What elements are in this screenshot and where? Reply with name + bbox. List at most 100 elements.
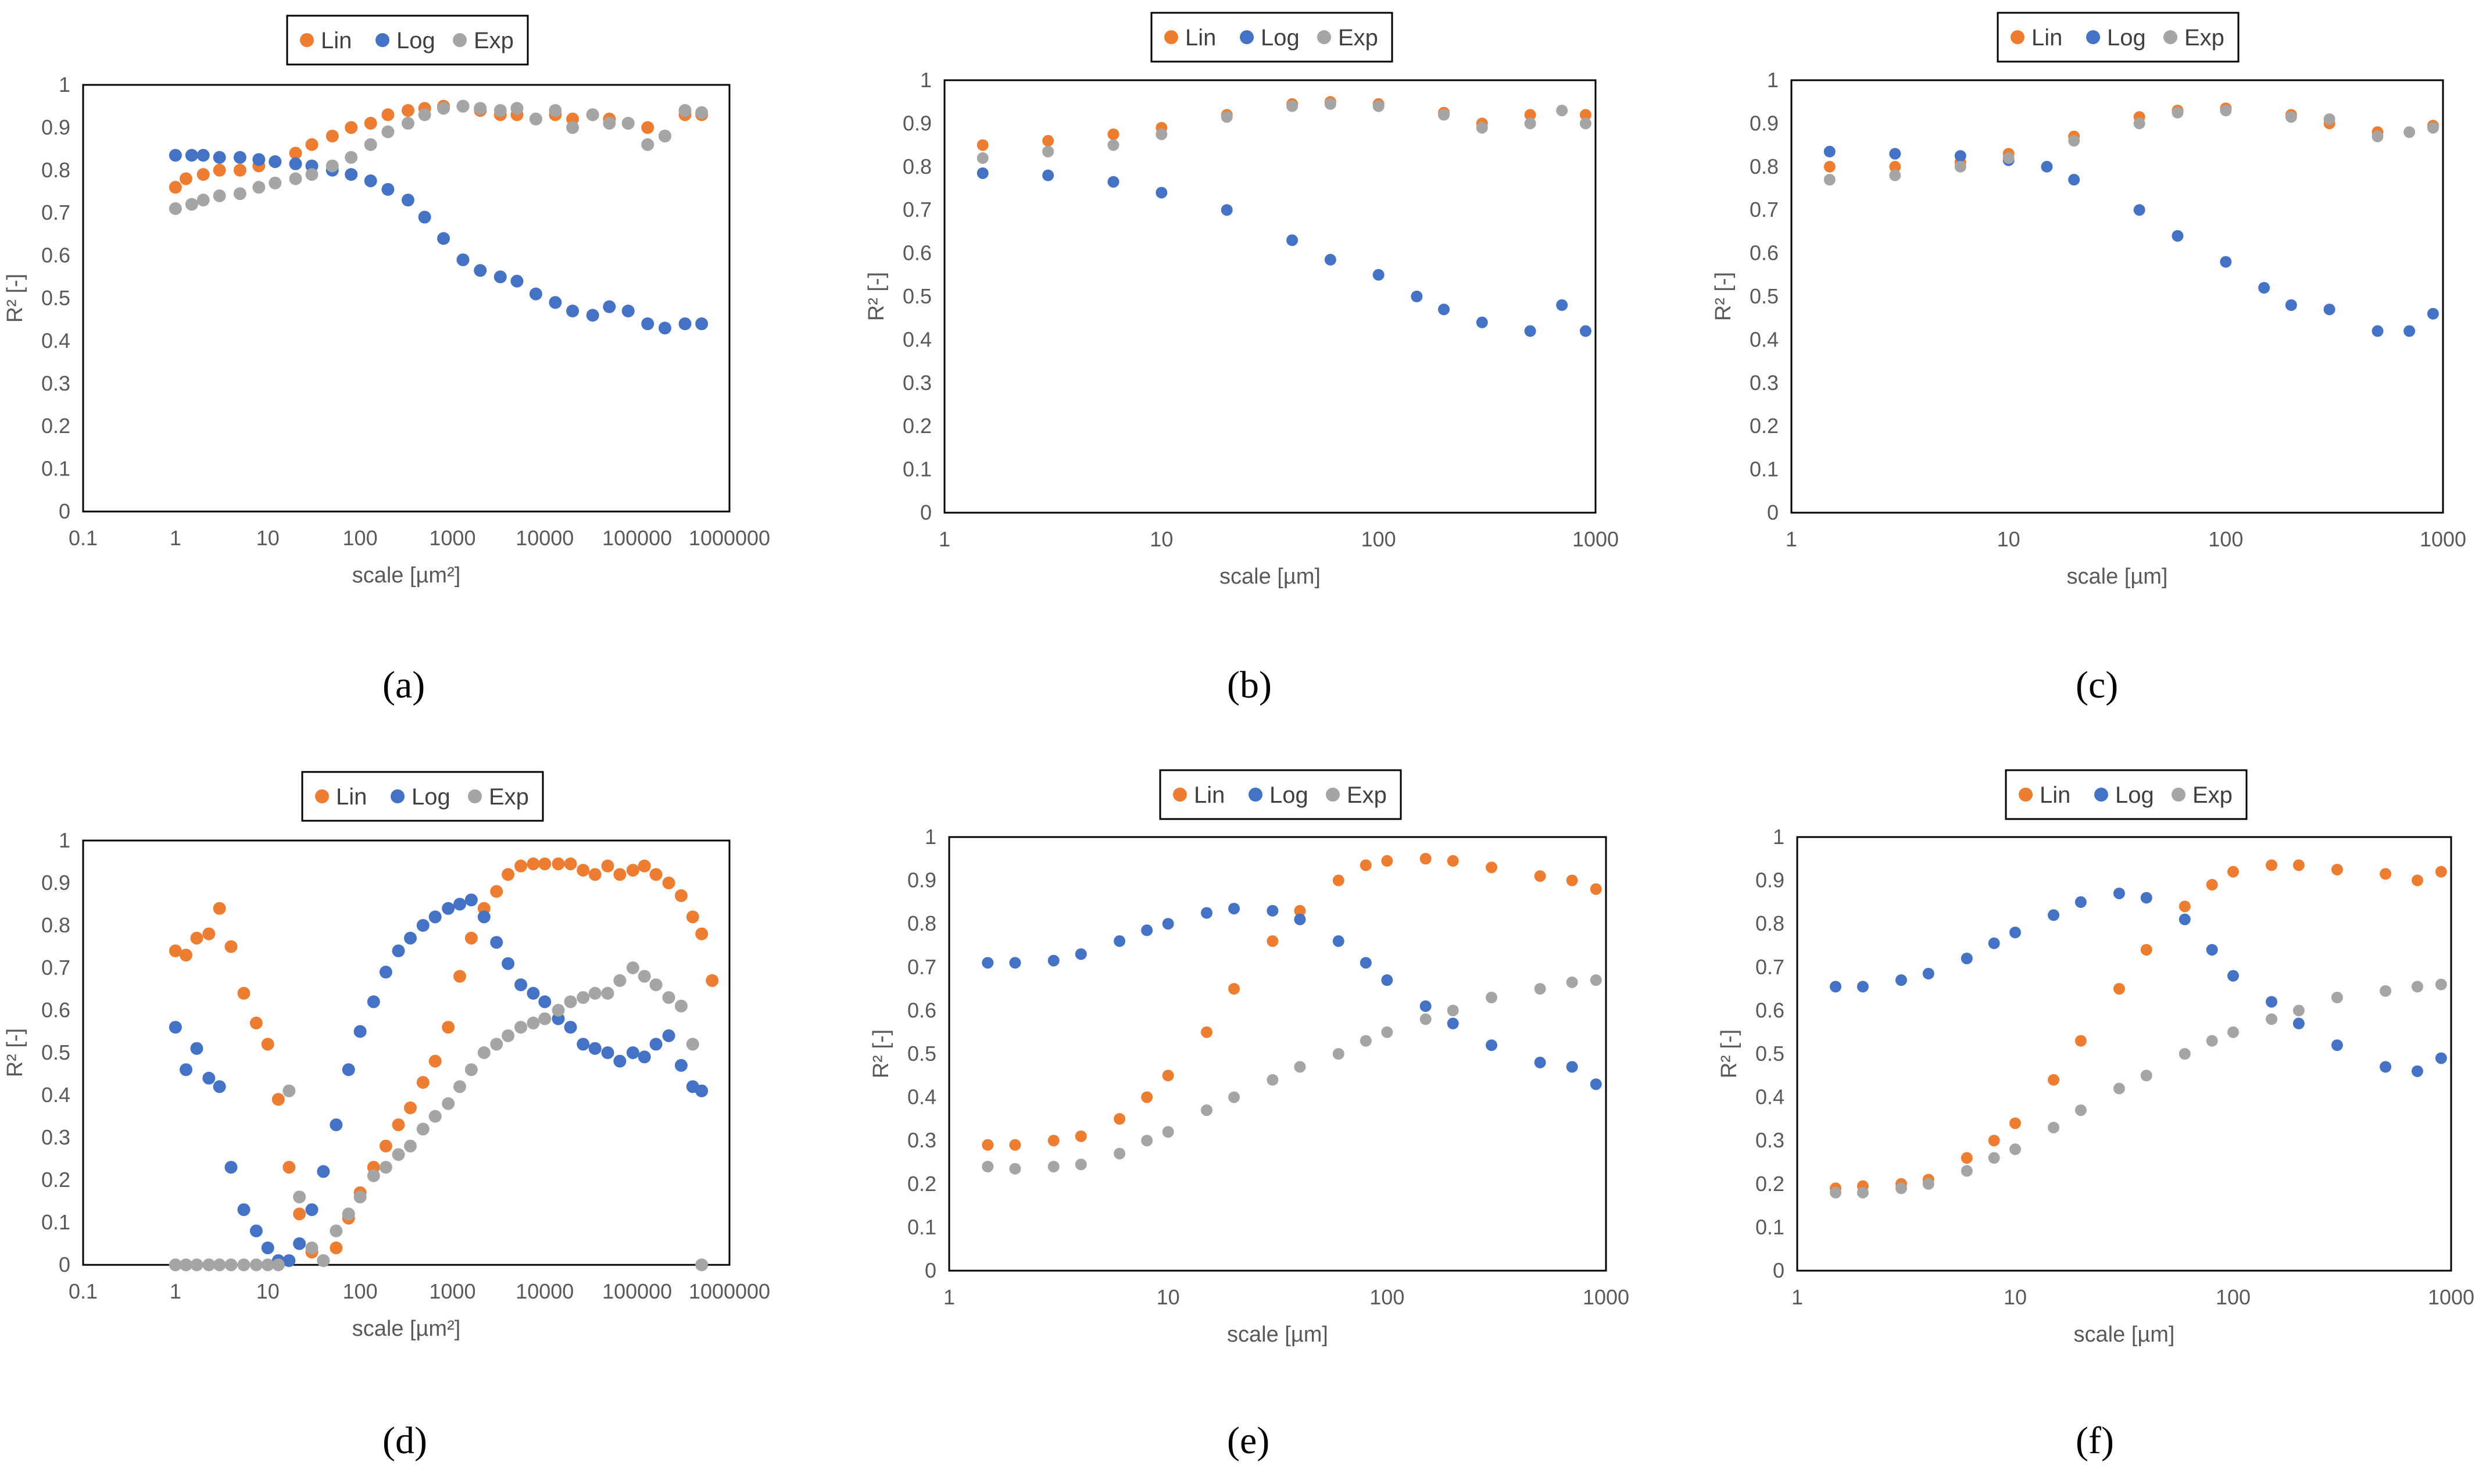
data-point-lin bbox=[1141, 1091, 1153, 1103]
data-point-log bbox=[1419, 1000, 1432, 1012]
data-point-exp bbox=[982, 1160, 994, 1172]
y-tick-label: 0.5 bbox=[903, 284, 932, 308]
x-axis-label: scale [µm²] bbox=[352, 1317, 461, 1341]
x-tick-label: 10 bbox=[256, 1279, 280, 1303]
data-point-exp bbox=[2113, 1082, 2125, 1095]
data-point-exp bbox=[2220, 105, 2232, 117]
data-point-log bbox=[2380, 1061, 2392, 1073]
data-point-log bbox=[1324, 253, 1336, 266]
x-tick-label: 10000 bbox=[516, 1279, 574, 1303]
data-point-log bbox=[1988, 937, 2000, 949]
data-point-lin bbox=[293, 1207, 306, 1221]
data-point-lin bbox=[1332, 874, 1344, 886]
data-point-exp bbox=[552, 1004, 565, 1017]
data-point-exp bbox=[2411, 981, 2423, 993]
legend-box bbox=[1997, 12, 2240, 63]
data-point-log bbox=[493, 270, 507, 284]
x-tick-label: 0.1 bbox=[69, 526, 98, 550]
data-point-lin bbox=[1381, 855, 1393, 867]
data-point-log bbox=[179, 1063, 192, 1077]
plot-area-frame bbox=[948, 836, 1607, 1272]
data-point-log bbox=[626, 1046, 639, 1059]
data-point-exp bbox=[1332, 1048, 1344, 1060]
x-tick-label: 100 bbox=[343, 1279, 378, 1303]
series-exp bbox=[982, 974, 1602, 1175]
series-log bbox=[982, 903, 1602, 1090]
data-point-exp bbox=[1042, 145, 1054, 158]
data-point-lin bbox=[179, 949, 192, 962]
data-point-exp bbox=[169, 1258, 182, 1271]
data-point-exp bbox=[2074, 1104, 2087, 1116]
data-point-exp bbox=[577, 991, 590, 1004]
data-point-exp bbox=[1360, 1035, 1372, 1047]
y-tick-label: 0.7 bbox=[907, 955, 936, 979]
x-tick-label: 10 bbox=[1150, 527, 1173, 551]
data-point-lin bbox=[1162, 1070, 1174, 1082]
x-tick-label: 100 bbox=[2208, 527, 2243, 551]
data-point-lin bbox=[1889, 160, 1901, 173]
y-tick-label: 1 bbox=[59, 73, 70, 96]
y-tick-label: 0.9 bbox=[1755, 868, 1784, 892]
data-point-log bbox=[401, 194, 414, 207]
data-point-exp bbox=[588, 986, 602, 1000]
data-point-lin bbox=[224, 940, 238, 953]
plot-area-frame bbox=[82, 839, 731, 1266]
data-point-log bbox=[437, 232, 450, 245]
data-point-lin bbox=[428, 1054, 442, 1068]
data-point-lin bbox=[976, 139, 989, 151]
series-log bbox=[976, 167, 1591, 337]
data-point-exp bbox=[325, 159, 339, 173]
data-point-log bbox=[456, 253, 470, 266]
data-point-exp bbox=[586, 108, 599, 121]
data-point-lin bbox=[345, 121, 358, 134]
data-point-exp bbox=[353, 1190, 367, 1204]
panel-label: (f) bbox=[2076, 1419, 2114, 1462]
x-tick-label: 100 bbox=[343, 526, 378, 550]
y-tick-label: 0.3 bbox=[41, 371, 70, 395]
legend-marker-log bbox=[2094, 788, 2108, 802]
data-point-lin bbox=[1566, 874, 1578, 886]
legend-box bbox=[2005, 769, 2248, 820]
y-tick-label: 1 bbox=[1767, 68, 1779, 92]
data-point-log bbox=[1590, 1078, 1602, 1090]
data-point-exp bbox=[317, 1254, 330, 1267]
y-tick-label: 0.3 bbox=[1750, 371, 1779, 395]
data-point-log bbox=[527, 986, 540, 1000]
data-point-lin bbox=[1486, 861, 1498, 874]
data-point-lin bbox=[1988, 1135, 2000, 1147]
y-tick-label: 0 bbox=[59, 499, 70, 523]
y-tick-label: 0.9 bbox=[1750, 111, 1779, 135]
data-point-log bbox=[342, 1063, 355, 1077]
data-point-log bbox=[224, 1161, 238, 1174]
data-point-log bbox=[658, 321, 671, 335]
data-point-log bbox=[2411, 1065, 2423, 1077]
x-tick-label: 1000 bbox=[429, 526, 475, 550]
legend-marker-log bbox=[1249, 788, 1262, 802]
legend-marker-lin bbox=[2019, 788, 2033, 802]
data-point-log bbox=[2179, 913, 2191, 925]
x-tick-label: 1000 bbox=[2420, 527, 2466, 551]
data-point-lin bbox=[379, 1139, 392, 1153]
x-tick-label: 100000 bbox=[602, 526, 672, 550]
data-point-log bbox=[1047, 954, 1060, 967]
data-point-exp bbox=[202, 1258, 216, 1271]
data-point-log bbox=[1889, 148, 1901, 160]
data-point-log bbox=[641, 317, 654, 331]
series-lin bbox=[169, 99, 709, 194]
data-point-exp bbox=[282, 1084, 296, 1097]
data-point-lin bbox=[1447, 855, 1459, 867]
x-tick-label: 1 bbox=[170, 1279, 181, 1303]
y-tick-label: 0.2 bbox=[907, 1172, 936, 1196]
y-tick-label: 0.1 bbox=[1750, 457, 1779, 481]
data-point-log bbox=[1042, 169, 1054, 181]
data-point-lin bbox=[1590, 883, 1602, 895]
data-point-exp bbox=[2133, 117, 2145, 130]
data-point-log bbox=[1200, 907, 1212, 919]
data-point-lin bbox=[1042, 135, 1054, 147]
data-point-exp bbox=[345, 151, 358, 164]
legend: Lin Log Exp bbox=[1997, 12, 2240, 63]
data-point-log bbox=[1332, 935, 1344, 947]
data-point-lin bbox=[1823, 160, 1836, 173]
x-tick-label: 1 bbox=[1791, 1285, 1803, 1309]
x-tick-label: 1 bbox=[1786, 527, 1797, 551]
